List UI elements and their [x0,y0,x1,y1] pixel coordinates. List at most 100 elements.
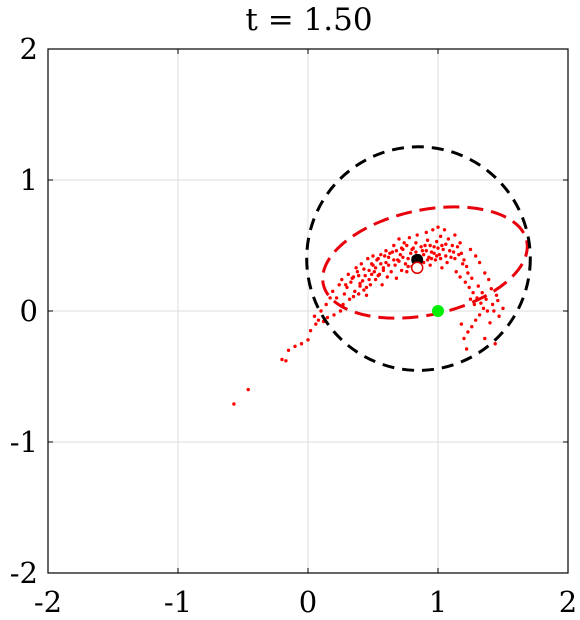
particle-point [444,254,448,258]
particle-point [370,272,374,277]
particle-point [427,255,431,259]
particle-point [389,270,393,274]
y-tick-label: 1 [20,163,38,197]
particle-point [362,288,366,292]
particle-point [451,250,456,254]
particle-point [483,336,487,341]
particle-point [419,245,423,249]
particle-point [464,264,469,269]
particle-point [477,313,482,317]
particle-point [399,268,404,273]
particle-point [444,242,448,246]
particle-point [319,309,323,313]
particle-point [383,254,387,258]
particle-point [428,263,432,267]
particle-point [457,252,461,257]
particle-point [388,251,392,256]
particle-point [492,309,496,313]
particle-point [342,292,347,296]
particle-point [423,243,427,248]
particle-point [353,289,357,294]
particle-point [445,260,449,265]
particle-point [424,249,428,253]
particle-point [402,241,406,245]
particle-point [373,266,378,270]
particle-point [410,247,414,252]
particle-point [485,309,490,313]
estimate-marker [410,261,424,275]
particle-point [338,309,343,313]
particle-point [399,246,404,250]
particle-point [454,270,458,274]
particle-point [489,287,493,291]
particle-point [463,280,467,284]
particle-point [459,251,464,256]
particle-point [246,387,250,392]
particle-point [358,281,362,286]
x-tick-label: -2 [34,585,62,619]
particle-point [376,256,380,261]
particle-point [314,322,318,326]
particle-point [367,268,371,273]
particle-point [373,277,378,282]
particle-point [406,264,410,269]
particle-point [384,260,388,265]
particle-point [488,321,492,325]
particle-point [347,297,352,301]
particle-point [435,239,439,244]
particle-point [467,285,471,290]
particle-point [397,237,401,241]
particle-point [398,252,402,257]
particle-point [284,359,288,363]
particle-point [386,255,391,259]
particle-point [470,276,474,280]
particle-point [476,284,480,288]
particle-point [299,342,304,346]
particle-point [354,266,358,270]
particle-point [429,250,434,254]
particle-point [312,314,317,318]
particle-point [350,276,354,280]
particle-point [497,314,501,318]
particle-point [355,270,360,274]
particle-point [371,254,375,258]
particle-point [293,344,297,349]
particle-point [337,283,341,287]
particle-point [501,306,505,311]
particle-point [406,256,410,261]
x-tick-label: 2 [559,585,577,619]
particle-point [370,262,374,266]
particle-point [453,256,457,261]
particle-point [459,322,464,326]
particle-point [450,243,454,248]
particle-point [484,297,488,301]
particle-point [474,318,478,322]
particle-point [390,250,395,254]
particle-point [440,266,444,270]
particle-point [440,243,444,248]
tick-labels: -2 -1 0 1 2 -2 -1 0 1 2 [10,32,577,619]
particle-point [407,235,412,240]
particle-point [280,357,284,362]
particle-point [464,347,469,351]
particle-point [349,280,353,284]
particle-point [340,277,344,282]
particle-point [481,306,486,311]
particle-point [437,252,441,257]
grid-lines [47,48,569,574]
x-tick-label: -1 [164,585,192,619]
particle-point [346,272,350,277]
particle-point [483,271,487,275]
particle-point [462,258,466,262]
particle-point [379,252,383,257]
particle-point [425,238,430,242]
y-tick-label: -1 [10,425,38,459]
particle-point [436,246,440,250]
particle-point [433,258,438,262]
particle-point [432,245,436,249]
particle-point [458,275,462,279]
particle-point [409,251,413,256]
particle-point [367,277,371,282]
particle-point [494,293,499,297]
particle-point [448,249,452,253]
